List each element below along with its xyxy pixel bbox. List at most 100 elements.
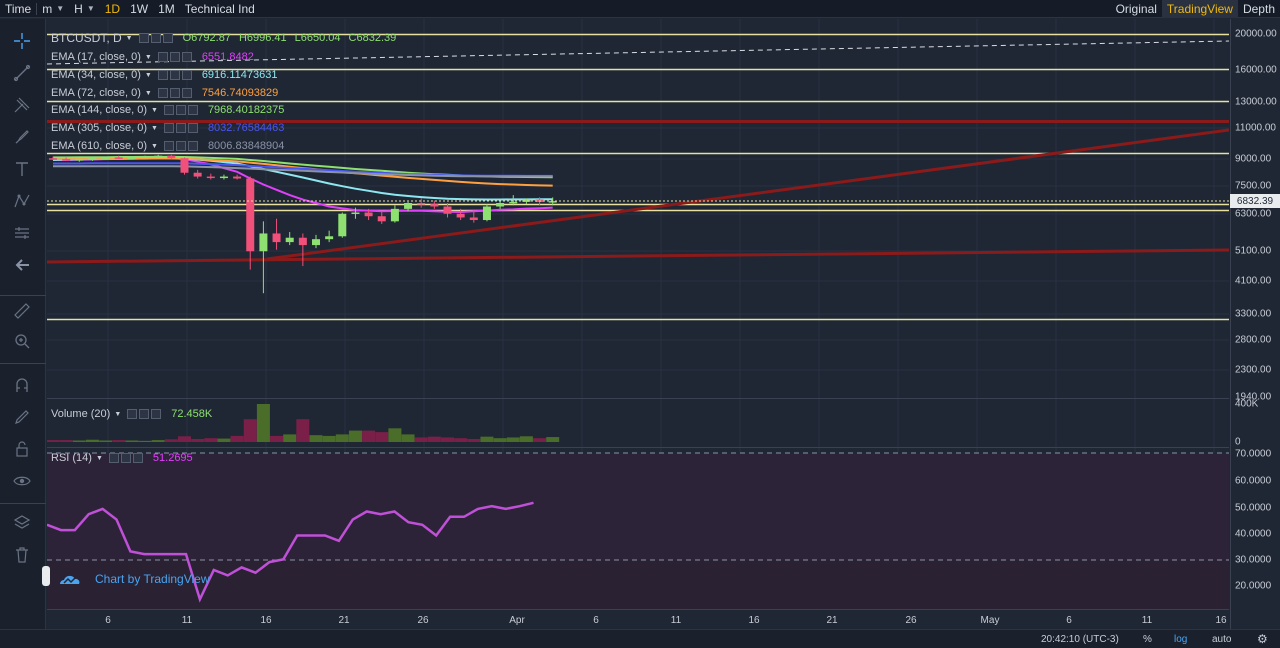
legend-visibility-icon[interactable] xyxy=(169,52,180,62)
caret-down-icon[interactable]: ▼ xyxy=(151,142,158,150)
legend-close-icon[interactable] xyxy=(132,453,143,463)
indicator-legend-2: EMA (72, close, 0) ▼ 7546.74093829 xyxy=(51,86,278,100)
legend-settings-icon[interactable] xyxy=(163,141,174,151)
price-tick: 5100.00 xyxy=(1235,245,1272,257)
caret-down-icon[interactable]: ▼ xyxy=(144,71,152,79)
caret-down-icon[interactable]: ▼ xyxy=(151,124,158,132)
rsi-name[interactable]: RSI (14) xyxy=(51,452,92,464)
chart-plot-area[interactable] xyxy=(47,19,1229,609)
legend-close-icon[interactable] xyxy=(181,52,192,62)
trash-icon[interactable] xyxy=(10,543,34,567)
volume-pane-divider[interactable] xyxy=(47,398,1229,399)
legend-visibility-icon[interactable] xyxy=(175,141,186,151)
legend-close-icon[interactable] xyxy=(187,141,198,151)
volume-bar xyxy=(414,437,428,442)
interval-m-label: m xyxy=(42,1,53,16)
chart-canvas[interactable] xyxy=(47,19,1229,609)
time-axis[interactable]: 6 11 16 21 26 Apr 6 11 16 21 26 May 6 11 16 xyxy=(47,609,1229,629)
view-depth-button[interactable]: Depth xyxy=(1238,0,1280,18)
interval-1w-button[interactable]: 1W xyxy=(125,0,153,18)
text-tool-icon[interactable] xyxy=(10,157,34,181)
zoom-in-icon[interactable] xyxy=(10,329,34,353)
legend-close-icon[interactable] xyxy=(151,409,162,419)
legend-close-icon[interactable] xyxy=(187,105,198,115)
symbol-name[interactable]: BTCUSDT, D xyxy=(51,31,122,45)
pattern-icon[interactable] xyxy=(10,189,34,213)
pitchfork-icon[interactable] xyxy=(10,93,34,117)
legend-settings-icon[interactable] xyxy=(138,33,149,43)
indicator-name[interactable]: EMA (34, close, 0) xyxy=(51,69,141,81)
indicator-legend-3: EMA (144, close, 0) ▼ 7968.40182375 xyxy=(51,103,284,117)
interval-1m-button[interactable]: 1M xyxy=(153,0,180,18)
lock-icon[interactable] xyxy=(10,437,34,461)
crosshair-icon[interactable] xyxy=(10,29,34,53)
prediction-icon[interactable] xyxy=(10,221,34,245)
candle-body xyxy=(456,213,465,218)
price-tick: 2800.00 xyxy=(1235,334,1272,346)
indicator-name[interactable]: EMA (610, close, 0) xyxy=(51,140,147,152)
auto-scale-toggle[interactable]: auto xyxy=(1212,634,1232,645)
legend-visibility-icon[interactable] xyxy=(169,88,180,98)
caret-down-icon[interactable]: ▼ xyxy=(144,53,152,61)
caret-down-icon[interactable]: ▼ xyxy=(151,106,158,114)
magnet-icon[interactable] xyxy=(10,373,34,397)
legend-visibility-icon[interactable] xyxy=(175,123,186,133)
view-original-button[interactable]: Original xyxy=(1111,0,1162,18)
log-scale-toggle[interactable]: log xyxy=(1174,634,1188,645)
layers-icon[interactable] xyxy=(10,511,34,535)
brush-icon[interactable] xyxy=(10,125,34,149)
view-tradingview-button[interactable]: TradingView xyxy=(1161,0,1238,18)
gear-icon[interactable]: ⚙ xyxy=(1257,632,1268,646)
legend-visibility-icon[interactable] xyxy=(150,33,161,43)
time-tick: May xyxy=(980,615,1000,626)
rsi-pane-divider[interactable] xyxy=(47,447,1229,448)
legend-settings-icon[interactable] xyxy=(157,70,168,80)
interval-1d-label: 1D xyxy=(104,1,121,16)
volume-bar xyxy=(335,434,349,442)
tradingview-watermark[interactable]: Chart by TradingView xyxy=(58,571,210,587)
legend-close-icon[interactable] xyxy=(181,70,192,80)
volume-name[interactable]: Volume (20) xyxy=(51,408,111,420)
legend-close-icon[interactable] xyxy=(181,88,192,98)
legend-visibility-icon[interactable] xyxy=(139,409,150,419)
ruler-icon[interactable] xyxy=(10,299,34,323)
price-tick: 3300.00 xyxy=(1235,308,1272,320)
legend-settings-icon[interactable] xyxy=(157,88,168,98)
price-axis[interactable]: 20000.00 16000.00 13000.00 11000.00 9000.00 7… xyxy=(1230,19,1280,629)
candle-body xyxy=(114,157,123,159)
pane-scroll-handle[interactable] xyxy=(42,566,50,586)
legend-settings-icon[interactable] xyxy=(157,52,168,62)
percent-scale-toggle[interactable]: % xyxy=(1143,634,1152,645)
legend-close-icon[interactable] xyxy=(187,123,198,133)
indicator-name[interactable]: EMA (144, close, 0) xyxy=(51,104,147,116)
stay-in-drawing-mode-icon[interactable] xyxy=(10,405,34,429)
rsi-line xyxy=(47,501,534,603)
caret-down-icon[interactable]: ▼ xyxy=(114,410,122,418)
caret-down-icon[interactable]: ▼ xyxy=(144,89,152,97)
legend-settings-icon[interactable] xyxy=(163,123,174,133)
legend-visibility-icon[interactable] xyxy=(169,70,180,80)
toolbar-divider xyxy=(0,295,46,296)
interval-hours-dropdown[interactable]: H ▼ xyxy=(69,0,100,18)
arrow-left-icon[interactable] xyxy=(10,253,34,277)
caret-down-icon[interactable]: ▼ xyxy=(125,34,133,42)
interval-1d-button[interactable]: 1D xyxy=(100,0,125,18)
interval-minutes-dropdown[interactable]: m ▼ xyxy=(37,0,69,18)
indicator-name[interactable]: EMA (72, close, 0) xyxy=(51,87,141,99)
clock-timezone[interactable]: 20:42:10 (UTC-3) xyxy=(1041,634,1119,645)
legend-visibility-icon[interactable] xyxy=(120,453,131,463)
time-button[interactable]: Time xyxy=(0,0,36,18)
legend-settings-icon[interactable] xyxy=(163,105,174,115)
volume-bar xyxy=(362,430,376,442)
legend-settings-icon[interactable] xyxy=(127,409,138,419)
legend-visibility-icon[interactable] xyxy=(175,105,186,115)
indicator-name[interactable]: EMA (305, close, 0) xyxy=(51,122,147,134)
caret-down-icon[interactable]: ▼ xyxy=(95,454,103,462)
legend-settings-icon[interactable] xyxy=(108,453,119,463)
indicator-name[interactable]: EMA (17, close, 0) xyxy=(51,51,141,63)
trendline-icon[interactable] xyxy=(10,61,34,85)
technical-indicators-button[interactable]: Technical Ind xyxy=(180,0,260,18)
eye-icon[interactable] xyxy=(10,469,34,493)
candle-body xyxy=(404,203,413,209)
legend-close-icon[interactable] xyxy=(162,33,173,43)
